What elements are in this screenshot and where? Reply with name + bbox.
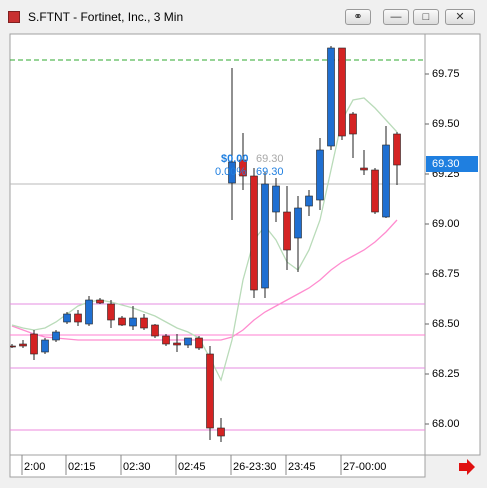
candle-body <box>140 317 148 329</box>
app-icon <box>8 11 20 23</box>
y-tick-label: 69.75 <box>432 68 460 80</box>
candle-body <box>129 317 137 327</box>
quote-annotation: 0.00% <box>215 166 246 178</box>
x-tick-label: 02:45 <box>178 461 206 473</box>
candle-body <box>52 331 60 341</box>
candle-body <box>217 427 225 437</box>
candle-body <box>173 342 181 346</box>
candle-body <box>250 175 258 291</box>
candle-body <box>41 339 49 353</box>
candle-body <box>195 337 203 349</box>
y-tick-label: 68.25 <box>432 368 460 380</box>
candle-body <box>338 47 346 137</box>
time-axis <box>9 454 426 478</box>
x-tick-label: 2:00 <box>24 461 45 473</box>
window-title: S.FTNT - Fortinet, Inc., 3 Min <box>28 10 184 24</box>
y-tick-label: 68.00 <box>432 418 460 430</box>
candle-body <box>74 313 82 323</box>
candle-body <box>239 159 247 177</box>
candle-body <box>151 324 159 337</box>
candle-body <box>19 343 27 347</box>
y-tick-label: 69.50 <box>432 118 460 130</box>
candle-body <box>316 149 324 201</box>
candle-body <box>349 113 357 135</box>
restore-button[interactable]: □ <box>413 9 439 25</box>
x-tick-label: 27-00:00 <box>343 461 386 473</box>
candle-body <box>206 353 214 429</box>
moving-average <box>11 97 398 382</box>
x-tick-label: 02:30 <box>123 461 151 473</box>
candle-body <box>327 47 335 147</box>
candle-body <box>305 195 313 207</box>
candle-body <box>184 337 192 346</box>
candle-body <box>30 333 38 355</box>
candle-body <box>382 144 390 218</box>
candle-body <box>272 185 280 213</box>
link-button[interactable]: ⚭ <box>345 9 371 25</box>
y-tick-label: 69.00 <box>432 218 460 230</box>
scroll-arrow[interactable] <box>459 459 475 475</box>
candle-body <box>371 169 379 213</box>
moving-average <box>11 219 398 341</box>
x-tick-label: 23:45 <box>288 461 316 473</box>
candle-body <box>283 211 291 251</box>
candle-body <box>294 207 302 239</box>
last-price-box <box>426 156 478 172</box>
candle-body <box>85 299 93 325</box>
candle-body <box>162 335 170 345</box>
plot-layer <box>10 46 425 442</box>
minimize-button[interactable]: — <box>383 9 409 25</box>
title-bar: S.FTNT - Fortinet, Inc., 3 Min ⚭ — □ ✕ <box>0 0 487 30</box>
candle-body <box>228 161 236 184</box>
candle-body <box>10 345 16 348</box>
x-tick-label: 26-23:30 <box>233 461 276 473</box>
quote-annotation: 69.30 <box>256 166 284 178</box>
quote-annotation: $0.00 <box>221 153 249 165</box>
candle-body <box>96 299 104 304</box>
candle-body <box>63 313 71 323</box>
last-price-label: 69.30 <box>432 158 460 170</box>
candle-body <box>261 183 269 289</box>
y-tick-label: 68.50 <box>432 318 460 330</box>
candle-body <box>360 167 368 171</box>
y-tick-label: 68.75 <box>432 268 460 280</box>
quote-annotation: 69.30 <box>256 153 284 165</box>
plot-area <box>9 33 426 456</box>
price-axis <box>424 33 481 456</box>
close-button[interactable]: ✕ <box>445 9 475 25</box>
candle-body <box>107 303 115 321</box>
x-tick-label: 02:15 <box>68 461 96 473</box>
candle-body <box>118 317 126 326</box>
candle-body <box>393 133 401 166</box>
